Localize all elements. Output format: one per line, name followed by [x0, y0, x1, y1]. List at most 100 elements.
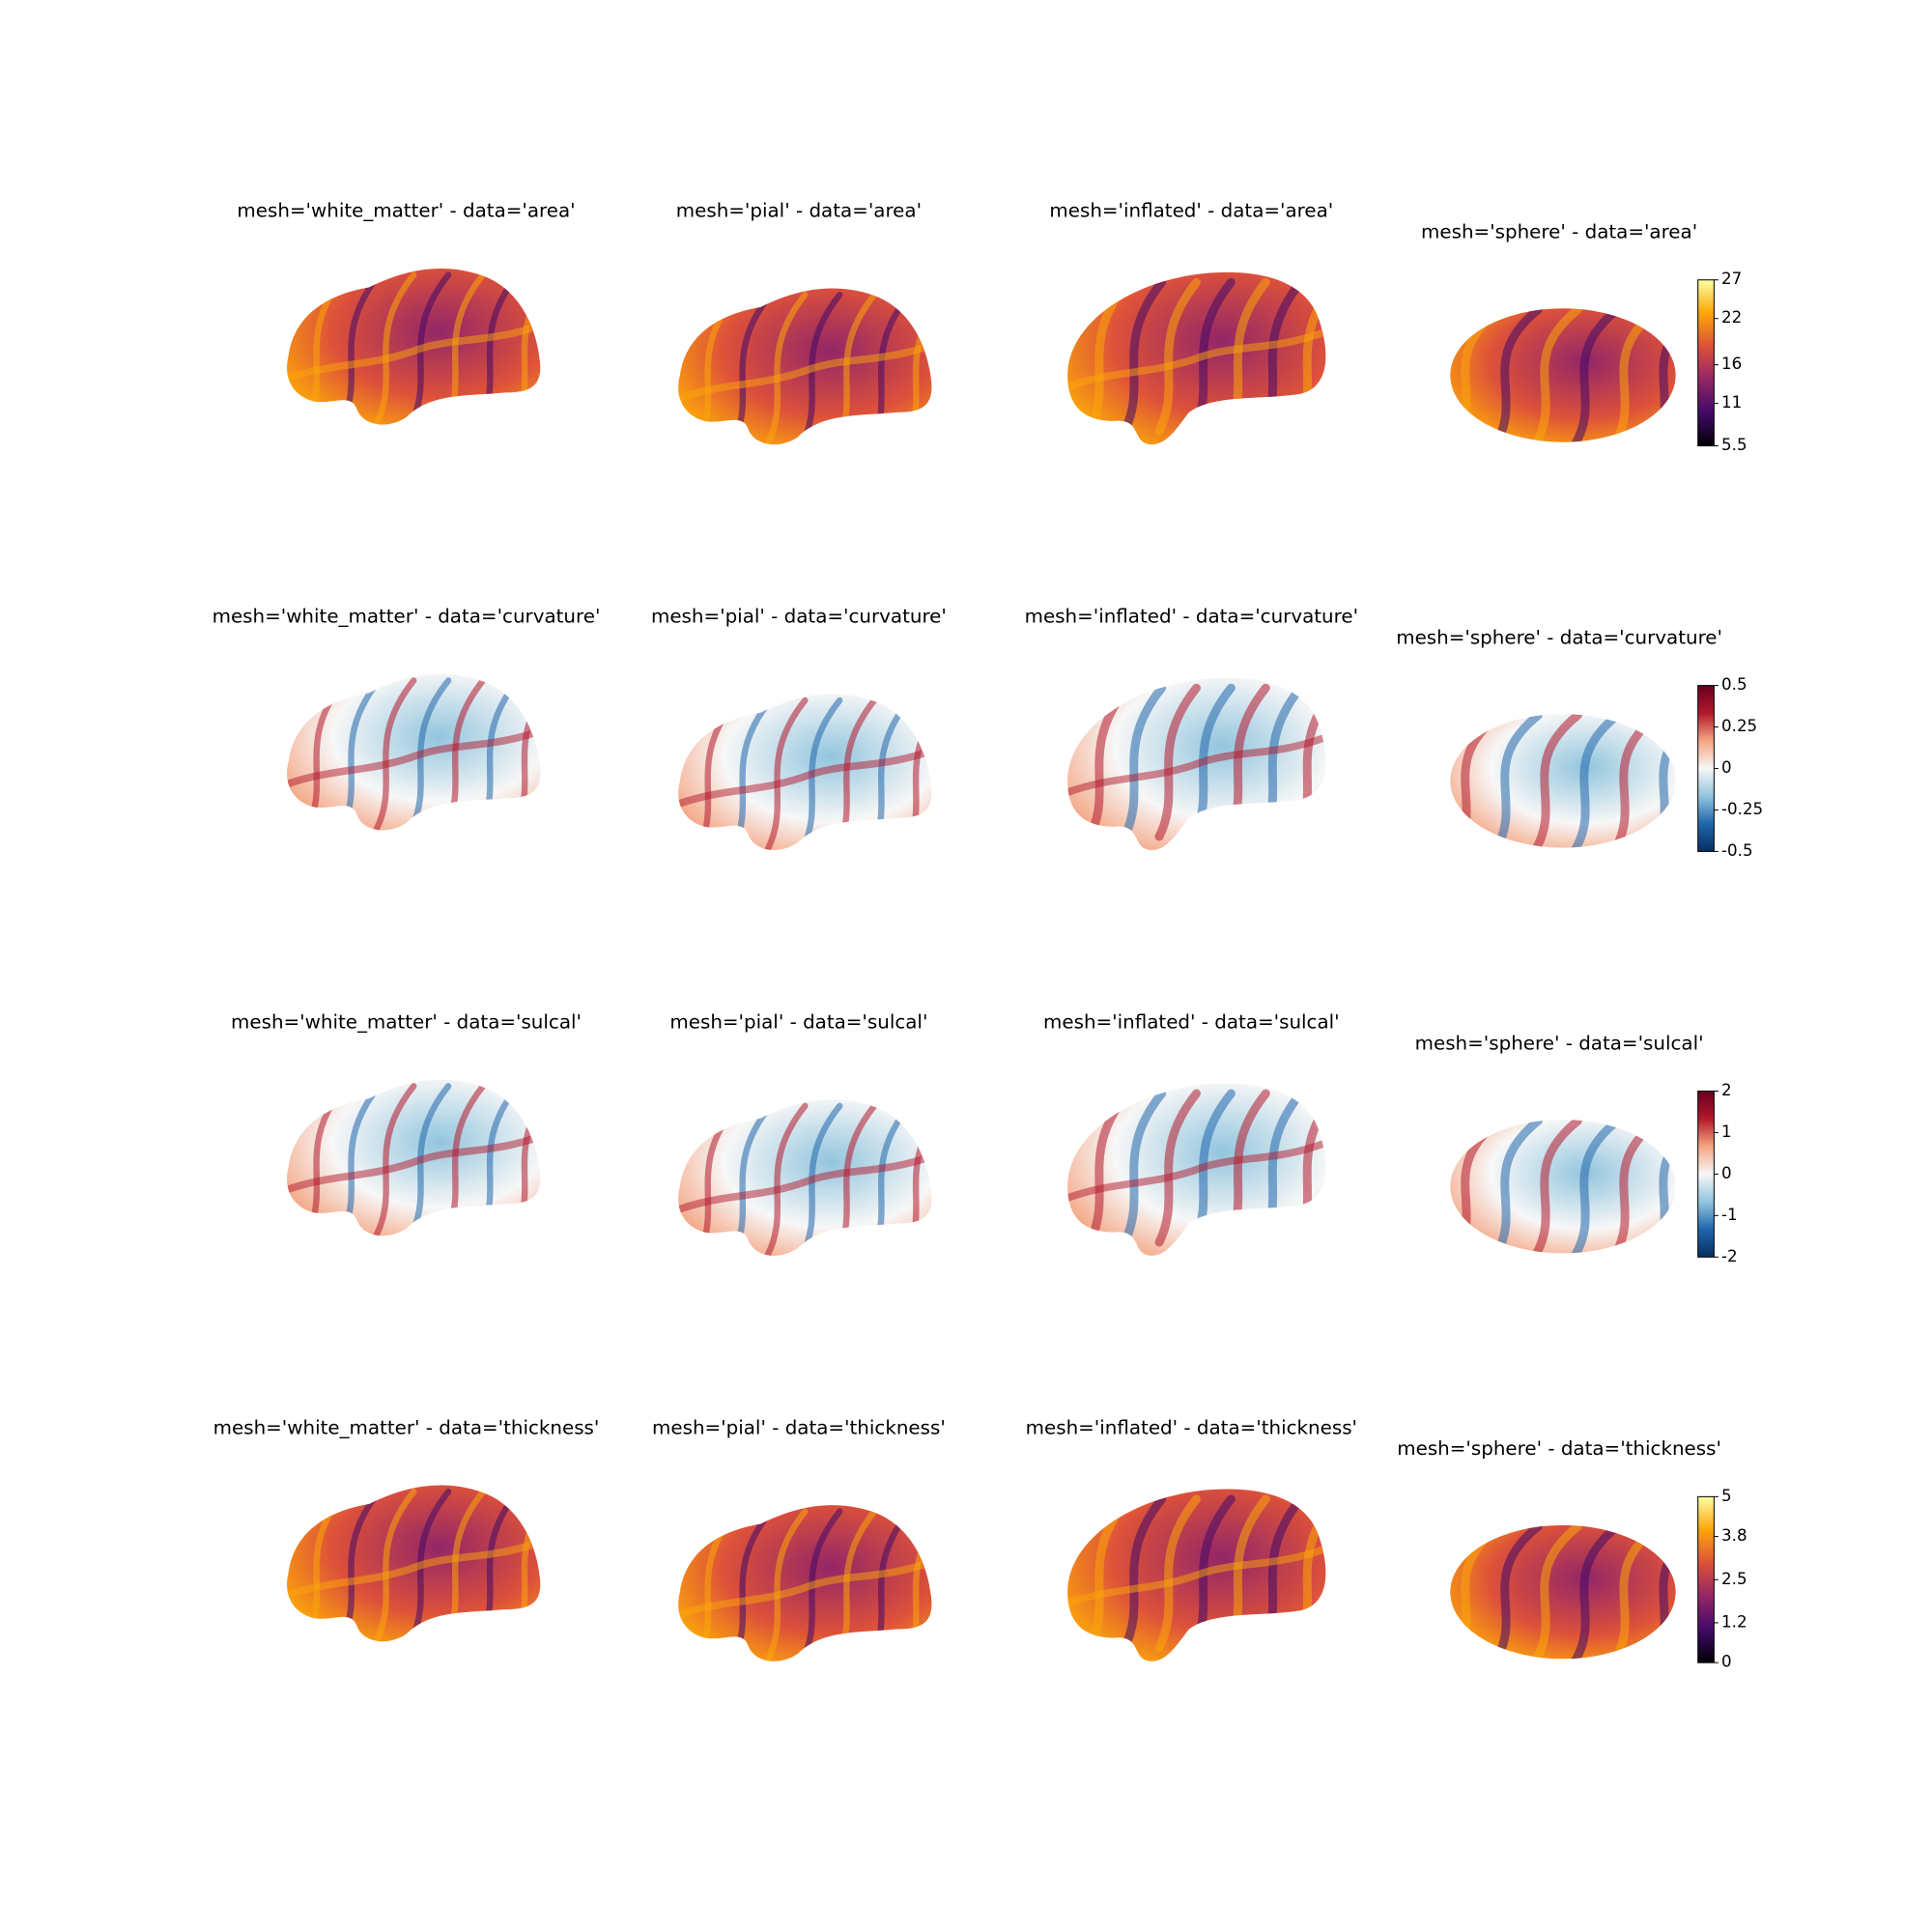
surface — [678, 288, 932, 445]
surface — [1067, 1489, 1326, 1662]
fold — [764, 1102, 809, 1256]
panel-title: mesh='inflated' - data='thickness' — [1026, 1416, 1357, 1438]
fold — [1529, 308, 1582, 442]
fold — [1609, 308, 1662, 442]
fold — [678, 1151, 932, 1215]
fold — [373, 271, 417, 425]
fold — [1120, 1494, 1167, 1653]
fold — [1154, 277, 1201, 436]
colorbar-tick-label: -1 — [1721, 1206, 1738, 1224]
fold — [1067, 733, 1326, 797]
panel-title: mesh='sphere' - data='sulcal' — [1415, 1032, 1704, 1054]
colorbar-tick-label: -0.5 — [1721, 841, 1753, 860]
fold — [1570, 308, 1622, 442]
colorbar — [1697, 1495, 1715, 1663]
colorbar-tick-label: 16 — [1721, 355, 1742, 373]
panel-title: mesh='pial' - data='thickness' — [652, 1416, 946, 1438]
fold — [287, 1132, 541, 1195]
surface — [678, 1099, 932, 1256]
colorbar-tick-label: 5.5 — [1721, 436, 1747, 454]
fold — [1154, 1089, 1201, 1247]
fold — [1154, 1494, 1201, 1653]
fold — [1609, 1524, 1662, 1660]
fold — [678, 340, 932, 404]
fold — [408, 271, 452, 425]
surface — [287, 1079, 541, 1236]
fold — [799, 1508, 843, 1662]
colorbar-tick-label: 5 — [1721, 1487, 1732, 1505]
surface — [678, 1505, 932, 1662]
fold — [1067, 1545, 1326, 1608]
colorbar-tick-label: 1.2 — [1721, 1612, 1747, 1631]
surface — [1067, 677, 1326, 850]
colorbar-tick-label: 27 — [1721, 270, 1742, 288]
colorbar-tick-label: -2 — [1721, 1247, 1738, 1265]
surface — [287, 673, 541, 831]
colorbar-tick-label: 0.25 — [1721, 717, 1757, 735]
panel-title: mesh='sphere' - data='curvature' — [1396, 626, 1722, 648]
panel-title: mesh='sphere' - data='thickness' — [1397, 1437, 1721, 1460]
panel-title: mesh='white_matter' - data='thickness' — [213, 1416, 600, 1438]
fold — [408, 677, 452, 831]
fold — [1570, 1524, 1622, 1660]
colorbar-tick-label: 0 — [1721, 1164, 1732, 1182]
surface — [1067, 1083, 1326, 1256]
fold — [1529, 1524, 1582, 1660]
surface — [287, 268, 541, 425]
panel-title: mesh='white_matter' - data='area' — [237, 200, 575, 222]
panel-title: mesh='sphere' - data='area' — [1421, 221, 1697, 243]
panel-title: mesh='white_matter' - data='sulcal' — [231, 1010, 582, 1033]
fold — [1154, 683, 1201, 841]
fold — [408, 1083, 452, 1236]
fold — [764, 696, 809, 850]
colorbar-tick-label: 11 — [1721, 393, 1742, 412]
colorbar-tick-label: 1 — [1721, 1122, 1732, 1141]
colorbar-tick-label: 2 — [1721, 1081, 1732, 1099]
fold — [678, 1557, 932, 1621]
colorbar-tick-label: 0 — [1721, 1653, 1732, 1671]
fold — [764, 1508, 809, 1662]
fold — [1067, 1139, 1326, 1203]
fold — [1609, 1119, 1662, 1254]
fold — [799, 696, 843, 850]
surface — [287, 1485, 541, 1642]
fold — [678, 746, 932, 810]
fold — [1490, 308, 1543, 442]
fold — [287, 1537, 541, 1601]
surface — [678, 694, 932, 850]
panel-title: mesh='pial' - data='curvature' — [651, 606, 947, 628]
fold — [1529, 714, 1582, 848]
panel-title: mesh='white_matter' - data='curvature' — [213, 606, 601, 628]
fold — [373, 1083, 417, 1236]
fold — [373, 1489, 417, 1642]
panel-title: mesh='pial' - data='area' — [676, 200, 922, 222]
panel-title: mesh='pial' - data='sulcal' — [669, 1010, 927, 1033]
fold — [1570, 714, 1622, 848]
colorbar-tick-label: 2.5 — [1721, 1570, 1747, 1588]
fold — [1529, 1119, 1582, 1254]
fold — [1067, 327, 1326, 391]
fold — [799, 1102, 843, 1256]
fold — [764, 291, 809, 445]
panel-title: mesh='inflated' - data='curvature' — [1025, 606, 1358, 628]
colorbar — [1697, 1090, 1715, 1258]
colorbar-tick-label: 22 — [1721, 308, 1742, 327]
fold — [1490, 1524, 1543, 1660]
fold — [287, 726, 541, 790]
panel-title: mesh='inflated' - data='sulcal' — [1043, 1010, 1340, 1033]
surface — [1067, 271, 1326, 445]
fold — [408, 1489, 452, 1642]
colorbar-tick-label: -0.25 — [1721, 800, 1763, 818]
fold — [1120, 683, 1167, 841]
colorbar-tick-label: 3.8 — [1721, 1526, 1747, 1545]
fold — [799, 291, 843, 445]
colorbar — [1697, 685, 1715, 852]
fold — [373, 677, 417, 831]
fold — [1570, 1119, 1622, 1254]
fold — [1120, 1089, 1167, 1247]
colorbar-tick-label: 0.5 — [1721, 675, 1747, 694]
fold — [1609, 714, 1662, 848]
fold — [1490, 1119, 1543, 1254]
